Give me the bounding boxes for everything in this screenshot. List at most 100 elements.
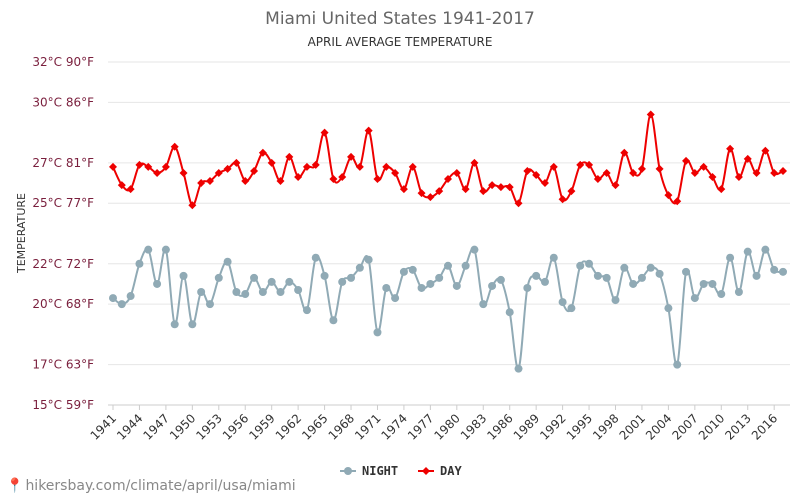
data-point[interactable]	[382, 162, 391, 171]
data-point[interactable]	[258, 148, 267, 157]
data-point[interactable]	[585, 259, 594, 268]
data-point[interactable]	[752, 271, 761, 280]
data-point[interactable]	[399, 185, 408, 194]
data-point[interactable]	[109, 162, 117, 171]
data-point[interactable]	[267, 277, 276, 286]
data-point[interactable]	[179, 271, 188, 280]
data-point[interactable]	[444, 261, 452, 270]
data-point[interactable]	[426, 193, 435, 202]
data-point[interactable]	[761, 146, 770, 155]
data-point[interactable]	[523, 166, 532, 175]
data-point[interactable]	[417, 189, 426, 198]
data-point[interactable]	[355, 162, 364, 171]
data-point[interactable]	[311, 253, 320, 262]
data-point[interactable]	[673, 360, 682, 369]
data-point[interactable]	[329, 316, 338, 325]
data-point[interactable]	[770, 265, 779, 274]
data-point[interactable]	[399, 267, 408, 276]
data-point[interactable]	[444, 175, 452, 184]
data-point[interactable]	[488, 181, 497, 190]
data-point[interactable]	[690, 294, 699, 303]
data-point[interactable]	[514, 199, 523, 208]
data-point[interactable]	[223, 257, 232, 266]
data-point[interactable]	[144, 162, 153, 171]
data-point[interactable]	[743, 154, 752, 163]
data-point[interactable]	[258, 288, 267, 297]
data-point[interactable]	[382, 283, 391, 292]
data-point[interactable]	[602, 168, 611, 177]
data-point[interactable]	[285, 277, 294, 286]
data-point[interactable]	[558, 298, 567, 307]
data-point[interactable]	[567, 304, 576, 313]
data-point[interactable]	[488, 281, 497, 290]
data-point[interactable]	[302, 306, 311, 315]
data-point[interactable]	[682, 267, 691, 276]
source-link[interactable]: hikersbay.com/climate/april/usa/miami	[25, 478, 296, 494]
data-point[interactable]	[726, 253, 735, 262]
data-point[interactable]	[338, 277, 347, 286]
data-point[interactable]	[690, 168, 699, 177]
data-point[interactable]	[523, 283, 532, 292]
data-point[interactable]	[779, 267, 787, 276]
data-point[interactable]	[320, 271, 329, 280]
data-point[interactable]	[294, 285, 303, 294]
data-point[interactable]	[232, 158, 241, 167]
data-point[interactable]	[752, 168, 761, 177]
data-point[interactable]	[699, 279, 708, 288]
data-point[interactable]	[593, 175, 602, 184]
data-point[interactable]	[655, 164, 664, 173]
data-point[interactable]	[558, 195, 567, 204]
data-point[interactable]	[391, 294, 400, 303]
data-point[interactable]	[532, 170, 541, 179]
data-point[interactable]	[117, 181, 126, 190]
data-point[interactable]	[250, 166, 259, 175]
data-point[interactable]	[241, 290, 250, 299]
data-point[interactable]	[170, 320, 179, 329]
data-point[interactable]	[461, 185, 470, 194]
data-point[interactable]	[646, 110, 655, 119]
data-point[interactable]	[532, 271, 541, 280]
data-point[interactable]	[276, 177, 285, 186]
data-point[interactable]	[664, 304, 673, 313]
data-point[interactable]	[355, 263, 364, 272]
data-point[interactable]	[637, 164, 646, 173]
data-point[interactable]	[470, 158, 479, 167]
data-point[interactable]	[364, 255, 373, 264]
legend[interactable]: NIGHT DAY	[340, 464, 462, 478]
data-point[interactable]	[708, 173, 717, 182]
data-point[interactable]	[620, 148, 629, 157]
data-point[interactable]	[540, 179, 549, 188]
data-point[interactable]	[435, 273, 444, 282]
data-point[interactable]	[717, 290, 726, 299]
data-point[interactable]	[576, 160, 585, 169]
data-point[interactable]	[708, 279, 717, 288]
legend-item-night[interactable]: NIGHT	[340, 464, 398, 478]
data-point[interactable]	[770, 168, 779, 177]
data-point[interactable]	[205, 177, 214, 186]
data-point[interactable]	[241, 177, 250, 186]
data-point[interactable]	[126, 185, 135, 194]
data-point[interactable]	[117, 300, 126, 309]
data-point[interactable]	[205, 300, 214, 309]
data-point[interactable]	[602, 273, 611, 282]
data-point[interactable]	[435, 187, 444, 196]
data-point[interactable]	[153, 279, 162, 288]
data-point[interactable]	[629, 168, 638, 177]
data-point[interactable]	[611, 296, 620, 305]
data-point[interactable]	[285, 152, 294, 161]
data-point[interactable]	[126, 292, 135, 301]
data-point[interactable]	[470, 245, 479, 254]
data-point[interactable]	[593, 271, 602, 280]
data-point[interactable]	[214, 168, 223, 177]
data-point[interactable]	[549, 253, 558, 262]
data-point[interactable]	[135, 259, 144, 268]
data-point[interactable]	[373, 175, 382, 184]
data-point[interactable]	[391, 168, 400, 177]
data-point[interactable]	[161, 245, 170, 254]
data-point[interactable]	[637, 273, 646, 282]
data-point[interactable]	[417, 283, 426, 292]
data-point[interactable]	[408, 265, 417, 274]
data-point[interactable]	[505, 308, 514, 317]
data-point[interactable]	[496, 275, 505, 284]
data-point[interactable]	[779, 166, 787, 175]
